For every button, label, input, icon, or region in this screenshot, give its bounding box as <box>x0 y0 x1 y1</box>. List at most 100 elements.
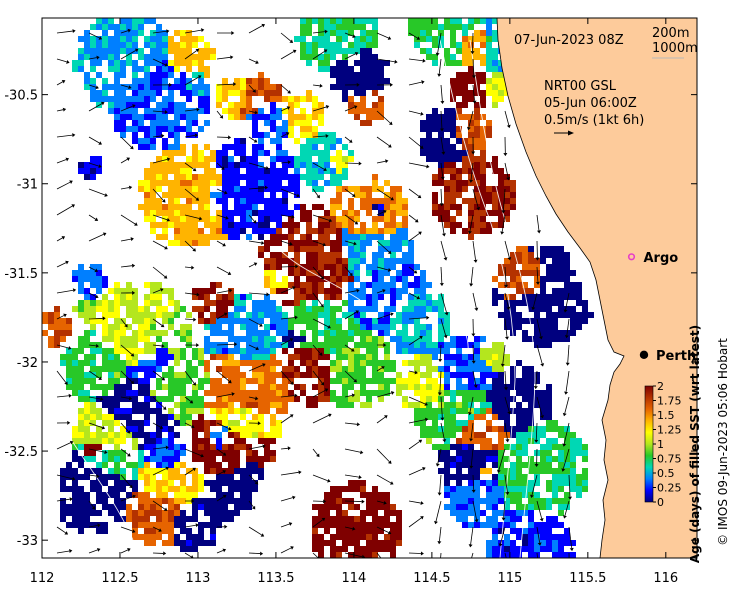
sst-cell <box>450 426 456 432</box>
colorbar-tick-label: 0.5 <box>657 467 675 480</box>
sst-cell <box>180 222 186 228</box>
sst-cell <box>486 42 492 48</box>
sst-cell <box>66 522 72 528</box>
current-vector-head <box>192 467 196 472</box>
sst-cell <box>168 36 174 42</box>
sst-cell <box>78 360 84 366</box>
sst-cell <box>402 234 408 240</box>
sst-cell <box>450 36 456 42</box>
sst-cell <box>486 186 492 192</box>
sst-cell <box>258 144 264 150</box>
sst-cell <box>132 138 138 144</box>
current-vector-head <box>223 190 228 195</box>
sst-cell <box>150 450 156 456</box>
sst-cell <box>354 486 360 492</box>
sst-cell <box>480 450 486 456</box>
sst-cell <box>414 354 420 360</box>
sst-cell <box>366 300 372 306</box>
sst-cell <box>234 480 240 486</box>
sst-cell <box>186 468 192 474</box>
sst-cell <box>276 408 282 414</box>
sst-cell <box>306 246 312 252</box>
sst-cell <box>150 216 156 222</box>
sst-cell <box>144 186 150 192</box>
current-vector-head <box>169 82 173 87</box>
sst-cell <box>228 408 234 414</box>
sst-cell <box>546 468 552 474</box>
sst-cell <box>84 354 90 360</box>
sst-cell <box>204 378 210 384</box>
sst-cell <box>444 180 450 186</box>
current-vector <box>120 50 137 60</box>
sst-cell <box>474 378 480 384</box>
sst-cell <box>150 198 156 204</box>
sst-cell <box>234 360 240 366</box>
current-vector <box>439 370 442 393</box>
sst-cell <box>114 408 120 414</box>
sst-cell <box>492 534 498 540</box>
sst-cell <box>318 504 324 510</box>
current-vector-head <box>222 548 227 553</box>
sst-cell <box>84 288 90 294</box>
sst-cell <box>480 60 486 66</box>
sst-cell <box>342 402 348 408</box>
sst-cell <box>96 468 102 474</box>
sst-cell <box>522 528 528 534</box>
sst-cell <box>294 276 300 282</box>
sst-cell <box>528 498 534 504</box>
sst-cell <box>90 486 96 492</box>
sst-cell <box>126 48 132 54</box>
sst-cell <box>342 54 348 60</box>
sst-cell <box>444 438 450 444</box>
sst-cell <box>126 42 132 48</box>
sst-cell <box>144 66 150 72</box>
current-vector <box>472 370 477 386</box>
sst-cell <box>210 192 216 198</box>
sst-cell <box>288 318 294 324</box>
sst-cell <box>330 210 336 216</box>
sst-cell <box>168 126 174 132</box>
sst-cell <box>108 48 114 54</box>
sst-cell <box>156 456 162 462</box>
current-vector <box>437 448 442 464</box>
sst-cell <box>498 186 504 192</box>
current-vector <box>280 447 288 450</box>
sst-cell <box>252 144 258 150</box>
sst-cell <box>132 342 138 348</box>
sst-cell <box>540 444 546 450</box>
current-vector-head <box>100 397 104 401</box>
sst-cell <box>474 18 480 24</box>
sst-cell <box>342 90 348 96</box>
sst-cell <box>522 474 528 480</box>
sst-cell <box>498 198 504 204</box>
sst-cell <box>444 108 450 114</box>
sst-cell <box>354 324 360 330</box>
sst-cell <box>450 216 456 222</box>
sst-cell <box>216 462 222 468</box>
sst-cell <box>138 510 144 516</box>
current-vector-head <box>298 470 302 475</box>
sst-cell <box>114 456 120 462</box>
sst-cell <box>132 426 138 432</box>
sst-cell <box>108 288 114 294</box>
current-vector <box>498 448 506 471</box>
sst-cell <box>498 90 504 96</box>
sst-cell <box>72 510 78 516</box>
sst-cell <box>60 336 66 342</box>
sst-cell <box>204 84 210 90</box>
sst-cell <box>162 348 168 354</box>
sst-cell <box>336 282 342 288</box>
current-vector <box>56 315 65 320</box>
sst-cell <box>474 384 480 390</box>
sst-cell <box>132 390 138 396</box>
current-vector-head <box>219 115 224 119</box>
sst-cell <box>456 480 462 486</box>
sst-cell <box>222 306 228 312</box>
current-vector-head <box>126 157 130 161</box>
sst-cell <box>312 168 318 174</box>
sst-cell <box>156 330 162 336</box>
sst-cell <box>90 270 96 276</box>
sst-cell <box>180 150 186 156</box>
sst-cell <box>192 504 198 510</box>
current-vector <box>344 240 354 244</box>
